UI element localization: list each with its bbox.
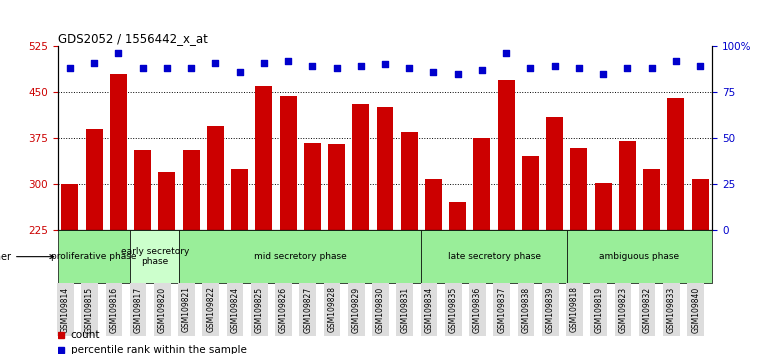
Text: count: count <box>71 330 100 341</box>
Text: GSM109827: GSM109827 <box>303 286 313 332</box>
Text: GSM109838: GSM109838 <box>521 286 531 332</box>
Text: GSM109829: GSM109829 <box>352 286 361 332</box>
Text: GSM109821: GSM109821 <box>182 286 191 332</box>
Bar <box>256 86 273 230</box>
Point <box>355 63 367 69</box>
Bar <box>522 156 539 230</box>
Point <box>282 58 294 64</box>
Text: GSM109818: GSM109818 <box>570 286 579 332</box>
Text: GSM109836: GSM109836 <box>473 286 482 333</box>
Point <box>694 63 706 69</box>
Bar <box>58 230 130 283</box>
Text: ambiguous phase: ambiguous phase <box>600 252 680 261</box>
Bar <box>546 116 563 230</box>
Text: early secretory
phase: early secretory phase <box>121 247 189 266</box>
Text: GSM109814: GSM109814 <box>61 286 70 332</box>
Text: percentile rank within the sample: percentile rank within the sample <box>71 345 246 354</box>
Point <box>112 51 125 56</box>
Bar <box>691 179 708 230</box>
Point <box>573 65 585 71</box>
Point <box>209 60 222 65</box>
Text: mid secretory phase: mid secretory phase <box>254 252 346 261</box>
Bar <box>619 141 636 230</box>
Bar <box>571 148 588 230</box>
Text: late secretory phase: late secretory phase <box>447 252 541 261</box>
Point <box>306 63 319 69</box>
Point <box>379 62 391 67</box>
Bar <box>179 230 421 283</box>
Text: GSM109840: GSM109840 <box>691 286 700 333</box>
Bar <box>377 107 393 230</box>
Bar <box>594 183 611 230</box>
Bar <box>231 169 248 230</box>
Text: GSM109817: GSM109817 <box>133 286 142 332</box>
Point <box>233 69 246 75</box>
Bar <box>643 169 660 230</box>
Text: GSM109819: GSM109819 <box>594 286 603 332</box>
Text: GSM109834: GSM109834 <box>424 286 434 333</box>
Point <box>476 67 488 73</box>
Bar <box>85 129 102 230</box>
Text: GSM109816: GSM109816 <box>109 286 119 332</box>
Point <box>645 65 658 71</box>
Point <box>185 65 197 71</box>
Point <box>161 65 173 71</box>
Point <box>88 60 100 65</box>
Bar <box>182 150 199 230</box>
Text: GSM109839: GSM109839 <box>546 286 554 333</box>
Text: GSM109820: GSM109820 <box>158 286 167 332</box>
Bar <box>474 138 490 230</box>
Text: other: other <box>0 252 54 262</box>
Bar <box>328 144 345 230</box>
Text: GSM109833: GSM109833 <box>667 286 676 333</box>
Point <box>258 60 270 65</box>
Bar <box>497 80 514 230</box>
Bar <box>304 143 321 230</box>
Point <box>451 71 464 76</box>
Text: GSM109822: GSM109822 <box>206 286 216 332</box>
Bar <box>110 74 127 230</box>
Text: proliferative phase: proliferative phase <box>52 252 137 261</box>
Bar <box>280 96 296 230</box>
Text: GSM109830: GSM109830 <box>376 286 385 333</box>
Point <box>548 63 561 69</box>
Bar <box>130 230 179 283</box>
Text: GSM109825: GSM109825 <box>255 286 264 332</box>
Point <box>621 65 634 71</box>
Point <box>403 65 415 71</box>
Bar <box>425 179 442 230</box>
Text: GSM109815: GSM109815 <box>85 286 94 332</box>
Text: GDS2052 / 1556442_x_at: GDS2052 / 1556442_x_at <box>58 32 208 45</box>
Bar <box>449 202 466 230</box>
Point <box>330 65 343 71</box>
Point <box>500 51 512 56</box>
Bar <box>567 230 712 283</box>
Point <box>427 69 440 75</box>
Bar <box>134 150 151 230</box>
Text: GSM109831: GSM109831 <box>400 286 409 332</box>
Text: GSM109832: GSM109832 <box>643 286 651 332</box>
Text: GSM109835: GSM109835 <box>449 286 457 333</box>
Bar <box>207 126 224 230</box>
Point <box>670 58 682 64</box>
Text: GSM109828: GSM109828 <box>327 286 336 332</box>
Bar <box>159 172 176 230</box>
Bar <box>668 98 685 230</box>
Point <box>136 65 149 71</box>
Text: GSM109826: GSM109826 <box>279 286 288 332</box>
Bar <box>400 132 417 230</box>
Text: GSM109837: GSM109837 <box>497 286 506 333</box>
Point <box>597 71 609 76</box>
Text: GSM109824: GSM109824 <box>230 286 239 332</box>
Text: GSM109823: GSM109823 <box>618 286 628 332</box>
Bar <box>421 230 567 283</box>
Point <box>64 65 76 71</box>
Bar <box>353 104 370 230</box>
Point <box>524 65 537 71</box>
Bar <box>62 184 79 230</box>
